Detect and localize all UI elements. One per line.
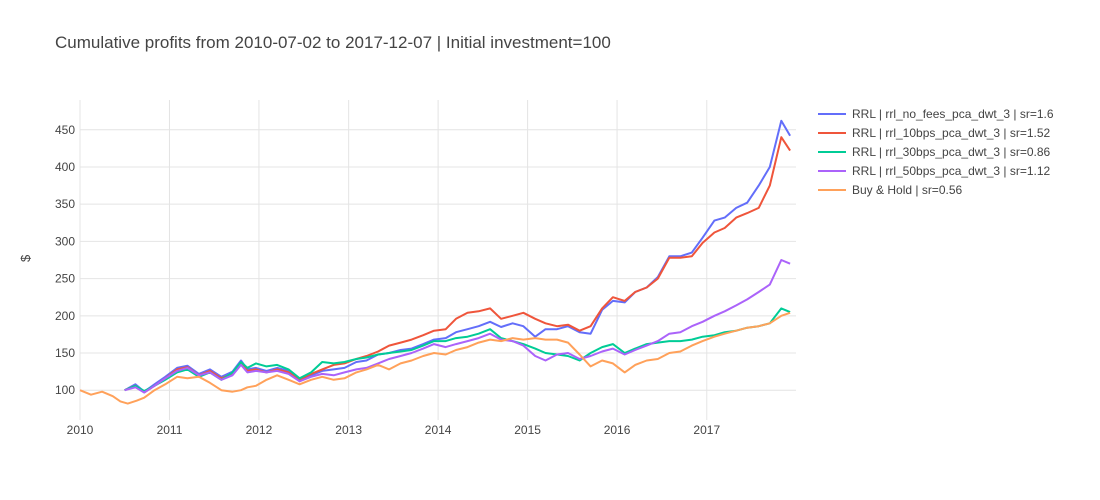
series-line-2[interactable] — [124, 136, 791, 394]
legend-item-4[interactable]: RRL | rrl_50bps_pca_dwt_3 | sr=1.12 — [818, 161, 1054, 180]
x-tick-label: 2011 — [157, 423, 183, 437]
y-tick-label: 400 — [55, 160, 75, 174]
legend-swatch — [818, 131, 846, 134]
y-tick-label: 450 — [55, 123, 75, 137]
x-tick-label: 2016 — [604, 423, 631, 437]
legend-item-5[interactable]: Buy & Hold | sr=0.56 — [818, 180, 1054, 199]
y-tick-label: 300 — [55, 234, 75, 248]
chart-title: Cumulative profits from 2010-07-02 to 20… — [55, 33, 611, 52]
series-lines — [79, 119, 791, 405]
legend-label: RRL | rrl_no_fees_pca_dwt_3 | sr=1.6 — [852, 106, 1054, 121]
legend-item-1[interactable]: RRL | rrl_no_fees_pca_dwt_3 | sr=1.6 — [818, 104, 1054, 123]
legend-item-3[interactable]: RRL | rrl_30bps_pca_dwt_3 | sr=0.86 — [818, 142, 1054, 161]
series-line-3[interactable] — [124, 307, 791, 392]
legend-swatch — [818, 188, 846, 191]
legend-swatch — [818, 169, 846, 172]
tick-labels: 100 150 200 250 300 350 400 450 2010 2011 2012 2013… — [55, 123, 720, 437]
series-line-5[interactable] — [79, 311, 791, 405]
y-tick-label: 100 — [55, 383, 75, 397]
grid — [79, 100, 796, 420]
legend-label: RRL | rrl_30bps_pca_dwt_3 | sr=0.86 — [852, 144, 1051, 159]
legend-item-2[interactable]: RRL | rrl_10bps_pca_dwt_3 | sr=1.52 — [818, 123, 1054, 142]
legend-label: Buy & Hold | sr=0.56 — [852, 182, 963, 197]
y-tick-label: 250 — [55, 272, 75, 286]
legend-swatch — [818, 150, 846, 153]
x-tick-label: 2015 — [514, 423, 541, 437]
legend: RRL | rrl_no_fees_pca_dwt_3 | sr=1.6 RRL … — [818, 104, 1054, 199]
x-tick-label: 2014 — [425, 423, 452, 437]
legend-label: RRL | rrl_10bps_pca_dwt_3 | sr=1.52 — [852, 125, 1051, 140]
series-line-4[interactable] — [124, 259, 791, 394]
x-tick-label: 2013 — [335, 423, 362, 437]
y-tick-label: 200 — [55, 309, 75, 323]
x-tick-label: 2017 — [693, 423, 720, 437]
x-tick-label: 2010 — [67, 423, 94, 437]
y-tick-label: 350 — [55, 197, 75, 211]
y-tick-label: 150 — [55, 346, 75, 360]
x-tick-label: 2012 — [246, 423, 273, 437]
legend-label: RRL | rrl_50bps_pca_dwt_3 | sr=1.12 — [852, 163, 1051, 178]
legend-swatch — [818, 112, 846, 115]
